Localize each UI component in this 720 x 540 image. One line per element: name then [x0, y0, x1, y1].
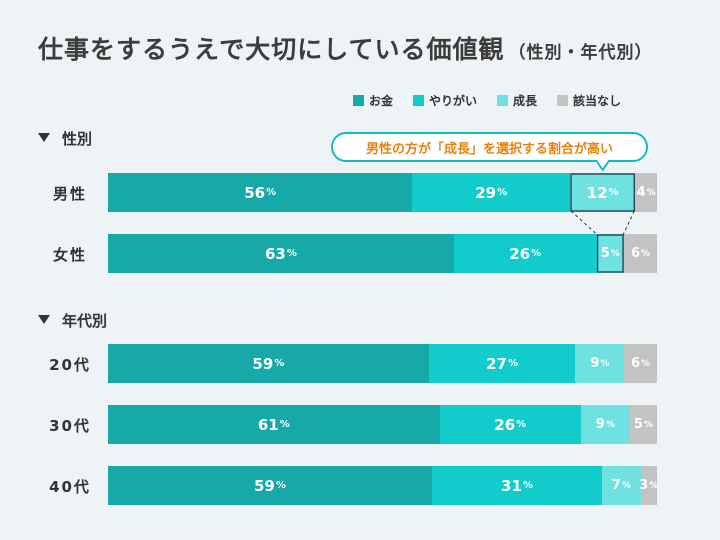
percent-unit: % [641, 248, 651, 259]
stacked-bar: 63% 26% 5% 6% [108, 234, 657, 273]
segment-growth: 9% [580, 405, 630, 444]
legend-label-fulfillment: やりがい [429, 94, 478, 108]
percent-unit: % [531, 248, 542, 259]
percent-unit: % [605, 419, 615, 430]
percent-unit: % [507, 358, 519, 369]
data-label: 5 [600, 246, 610, 261]
data-label: 26 [509, 244, 531, 263]
callout-pointer [595, 160, 610, 171]
legend-item-fulfillment: やりがい [413, 92, 477, 109]
data-label: 29 [475, 183, 497, 202]
legend-label-money: お金 [369, 94, 394, 108]
legend-swatch-fulfillment [413, 95, 425, 106]
row-label: 40代 [49, 478, 91, 496]
group-label-gender: 性別 [38, 128, 92, 149]
segment-none: 3% [639, 466, 659, 505]
data-label: 26 [494, 415, 516, 434]
data-label: 12 [586, 183, 608, 202]
data-label: 31 [501, 476, 522, 495]
segment-growth: 9% [575, 344, 625, 383]
percent-unit: % [266, 187, 277, 198]
percent-unit: % [274, 358, 285, 369]
data-label: 63 [264, 244, 286, 263]
legend-item-none: 該当なし [557, 92, 621, 109]
data-label: 6 [631, 356, 641, 371]
percent-unit: % [643, 419, 653, 430]
chart-title: 仕事をするうえで大切にしている価値観 （性別・年代別） [38, 30, 653, 66]
group-label-age-text: 年代別 [62, 312, 108, 330]
segment-fulfillment: 29% [412, 173, 571, 212]
data-label: 27 [486, 354, 507, 373]
data-label: 59 [252, 354, 274, 373]
triangle-icon [38, 315, 50, 324]
connector-line-right [622, 210, 635, 236]
percent-unit: % [641, 358, 651, 369]
callout-bubble: 男性の方が「成長」を選択する割合が高い [331, 132, 648, 162]
data-label: 9 [590, 356, 600, 371]
percent-unit: % [621, 480, 631, 491]
legend-swatch-growth [497, 95, 509, 106]
segment-growth: 12% [570, 173, 636, 212]
segment-growth: 7% [602, 466, 641, 505]
legend-item-growth: 成長 [497, 92, 537, 109]
segment-growth: 5% [596, 234, 625, 273]
stacked-bar: 59% 27% 9% 6% [108, 344, 657, 383]
group-label-gender-text: 性別 [62, 130, 93, 148]
percent-unit: % [279, 419, 290, 430]
connector-line-left [570, 210, 598, 236]
segment-none: 5% [629, 405, 657, 444]
segment-none: 6% [624, 344, 657, 383]
legend-item-money: お金 [353, 92, 393, 109]
percent-unit: % [522, 480, 533, 491]
data-label: 4 [636, 185, 646, 200]
group-label-age: 年代別 [38, 310, 107, 331]
legend-label-none: 該当なし [573, 94, 622, 108]
triangle-icon [38, 133, 50, 142]
row-label: 20代 [49, 356, 91, 374]
percent-unit: % [497, 187, 508, 198]
data-label: 9 [595, 417, 605, 432]
data-label: 59 [254, 476, 275, 495]
legend: お金 やりがい 成長 該当なし [353, 92, 621, 109]
title-main: 仕事をするうえで大切にしている価値観 [38, 35, 505, 64]
segment-none: 4% [635, 173, 657, 212]
row-label: 30代 [49, 417, 91, 435]
percent-unit: % [286, 248, 297, 259]
legend-label-growth: 成長 [513, 94, 538, 108]
percent-unit: % [275, 480, 286, 491]
segment-fulfillment: 26% [453, 234, 597, 273]
row-label: 男性 [52, 185, 87, 203]
data-label: 6 [630, 246, 640, 261]
data-label: 61 [257, 415, 279, 434]
legend-swatch-none [557, 95, 569, 106]
segment-money: 63% [108, 234, 454, 273]
segment-fulfillment: 27% [428, 344, 576, 383]
legend-swatch-money [353, 95, 364, 106]
stacked-bar: 56% 29% 12% 4% [108, 173, 657, 212]
chart-subtitle: （性別・年代別） [508, 43, 653, 63]
data-label: 3 [639, 478, 649, 493]
data-label: 7 [611, 478, 621, 493]
percent-unit: % [646, 187, 656, 198]
segment-money: 59% [108, 344, 429, 383]
segment-money: 59% [108, 466, 432, 505]
segment-money: 61% [108, 405, 440, 444]
percent-unit: % [649, 480, 659, 491]
percent-unit: % [516, 419, 527, 430]
percent-unit: % [600, 358, 610, 369]
percent-unit: % [610, 248, 620, 259]
segment-money: 56% [108, 173, 413, 212]
row-label: 女性 [52, 246, 87, 264]
stacked-bar: 61% 26% 9% 5% [108, 405, 657, 444]
percent-unit: % [608, 187, 619, 198]
data-label: 5 [633, 417, 643, 432]
data-label: 56 [244, 183, 266, 202]
segment-fulfillment: 26% [439, 405, 581, 444]
segment-none: 6% [624, 234, 657, 273]
stacked-bar: 59% 31% 7% 3% [108, 466, 659, 505]
segment-fulfillment: 31% [431, 466, 603, 505]
